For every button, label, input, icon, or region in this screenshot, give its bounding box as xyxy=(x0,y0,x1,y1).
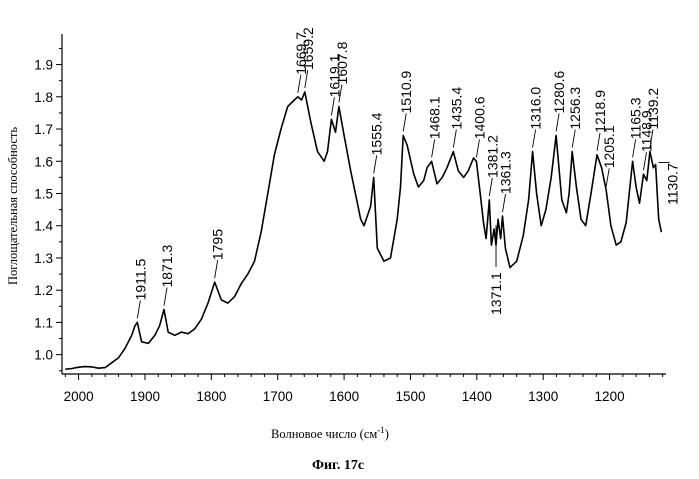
peak-leader xyxy=(649,129,654,148)
peak-leader xyxy=(555,113,560,132)
peak-label: 1205.1 xyxy=(601,125,617,168)
peak-leader xyxy=(304,69,309,89)
peak-label: 1361.3 xyxy=(498,151,514,194)
peak-label: 1256.3 xyxy=(567,87,583,130)
x-tick-label: 1400 xyxy=(462,389,492,404)
x-axis-title: Волновое число (см-1) xyxy=(271,425,389,441)
x-tick-label: 1200 xyxy=(595,389,625,404)
peak-label: 1371.1 xyxy=(488,272,504,315)
peak-leader xyxy=(431,139,436,158)
peak-leader xyxy=(643,152,647,171)
x-axis-ticks: 2000 1900 1800 1700 1600 1500 1400 1300 1200 xyxy=(64,374,664,404)
y-tick-label: 1.1 xyxy=(34,315,53,330)
peak-label: 1130.7 xyxy=(665,163,681,205)
x-tick-label: 1800 xyxy=(196,389,226,404)
y-tick-label: 1.7 xyxy=(34,122,53,137)
peak-label: 1871.3 xyxy=(159,244,175,287)
y-tick-label: 1.0 xyxy=(34,348,53,363)
peak-label: 1659.2 xyxy=(300,27,316,70)
peak-leader xyxy=(632,139,637,158)
peak-leader xyxy=(297,74,302,93)
x-tick-label: 2000 xyxy=(64,389,94,404)
x-tick-label: 1600 xyxy=(329,389,359,404)
figure-caption: Фиг. 17с xyxy=(312,458,364,473)
peak-label: 1911.5 xyxy=(132,258,148,300)
peak-leader xyxy=(338,84,343,103)
peak-label: 1316.0 xyxy=(528,87,544,130)
y-tick-label: 1.4 xyxy=(34,219,53,234)
peak-label: 1165.3 xyxy=(628,97,644,139)
x-axis-title-close: ) xyxy=(385,427,389,441)
peak-leader xyxy=(136,300,141,319)
peak-leader xyxy=(214,260,219,279)
peak-label: 1280.6 xyxy=(551,70,567,113)
peak-label: 1139.2 xyxy=(645,88,661,130)
y-tick-label: 1.6 xyxy=(34,154,53,169)
peak-leader xyxy=(596,132,601,151)
peak-leader xyxy=(502,193,506,213)
y-tick-label: 1.2 xyxy=(34,283,53,298)
peak-label: 1555.4 xyxy=(369,112,385,155)
peak-label: 1669.7 xyxy=(293,32,309,75)
x-axis-title-main: Волновое число (см xyxy=(271,427,377,441)
y-tick-label: 1.3 xyxy=(34,251,53,266)
y-tick-label: 1.9 xyxy=(34,58,53,73)
peak-leader xyxy=(605,168,610,187)
x-axis-title-unit-exponent: -1 xyxy=(377,425,385,435)
peak-label: 1435.4 xyxy=(448,87,464,130)
peak-label: 1468.1 xyxy=(427,96,443,139)
spectrum-line xyxy=(65,91,663,370)
peak-label: 1218.9 xyxy=(592,90,608,133)
peak-leader xyxy=(532,129,537,148)
y-tick-label: 1.5 xyxy=(34,186,53,201)
peak-label: 1510.9 xyxy=(398,70,414,113)
peak-leader xyxy=(163,287,168,306)
x-tick-label: 1300 xyxy=(528,389,558,404)
peak-leader xyxy=(488,177,493,197)
peak-leader xyxy=(402,113,407,132)
x-tick-label: 1500 xyxy=(395,389,425,404)
peak-leader xyxy=(330,97,335,116)
peak-leader xyxy=(452,129,457,148)
axes xyxy=(61,34,666,375)
peak-label: 1619.1 xyxy=(326,54,342,97)
y-axis-title: Поглощательная способность xyxy=(6,127,20,285)
peak-label: 1795 xyxy=(210,229,226,260)
peak-label: 1607.8 xyxy=(334,41,350,84)
peak-label: 1381.2 xyxy=(484,135,500,178)
peak-leader xyxy=(571,129,576,148)
y-axis-ticks: 1.0 1.1 1.2 1.3 1.4 1.5 1.6 1.7 1.8 1.9 xyxy=(34,47,62,372)
y-tick-label: 1.8 xyxy=(34,90,53,105)
peak-label: 1400.6 xyxy=(471,96,487,139)
x-tick-label: 1700 xyxy=(263,389,293,404)
peak-leader xyxy=(475,139,480,158)
x-tick-label: 1900 xyxy=(130,389,160,404)
peak-leader xyxy=(373,155,378,174)
